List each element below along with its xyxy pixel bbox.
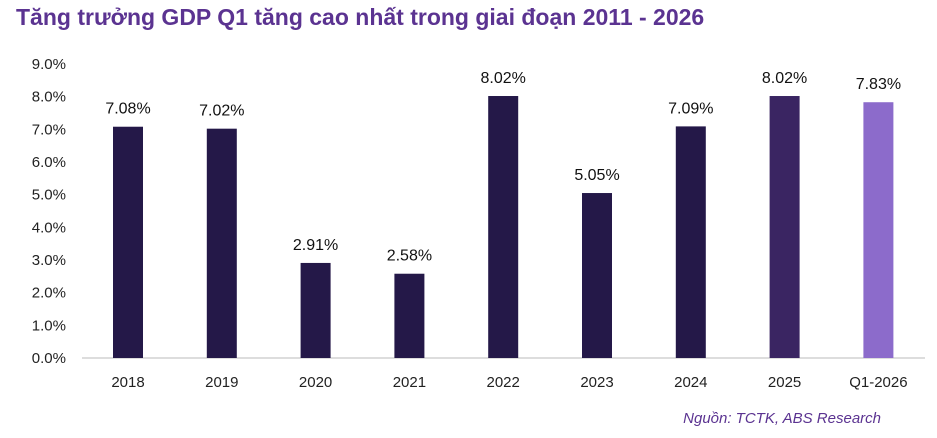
source-note: Nguồn: TCTK, ABS Research — [683, 410, 881, 427]
x-tick-label: Q1-2026 — [849, 374, 907, 391]
y-tick-label: 6.0% — [32, 154, 66, 171]
x-tick-label: 2024 — [674, 374, 707, 391]
y-tick-label: 8.0% — [32, 89, 66, 106]
y-tick-label: 5.0% — [32, 187, 66, 204]
y-tick-label: 9.0% — [32, 56, 66, 73]
y-tick-label: 7.0% — [32, 121, 66, 138]
bar-2024 — [675, 126, 706, 358]
y-tick-label: 2.0% — [32, 285, 66, 302]
y-tick-label: 0.0% — [32, 350, 66, 367]
chart-title: Tăng trưởng GDP Q1 tăng cao nhất trong g… — [16, 4, 705, 30]
y-tick-label: 1.0% — [32, 317, 66, 334]
bar-2025 — [769, 96, 800, 358]
data-label: 8.02% — [762, 70, 807, 87]
y-tick-label: 3.0% — [32, 252, 66, 269]
data-label: 7.09% — [668, 100, 713, 117]
data-label: 7.83% — [856, 76, 901, 93]
x-tick-label: 2021 — [393, 374, 426, 391]
bar-2022 — [488, 96, 519, 358]
bar-Q1-2026 — [863, 102, 894, 358]
data-label: 2.91% — [293, 237, 338, 254]
bar-2019 — [206, 128, 237, 358]
y-tick-label: 4.0% — [32, 219, 66, 236]
data-label: 7.02% — [199, 103, 244, 120]
x-tick-label: 2018 — [111, 374, 144, 391]
data-label: 7.08% — [105, 101, 150, 118]
data-label: 5.05% — [574, 167, 619, 184]
bar-2020 — [300, 262, 331, 358]
bar-2018 — [113, 126, 143, 358]
bar-2021 — [394, 273, 425, 358]
data-label: 8.02% — [481, 70, 526, 87]
x-tick-label: 2022 — [487, 374, 520, 391]
bar-2023 — [582, 193, 612, 358]
x-tick-label: 2020 — [299, 374, 332, 391]
data-label: 2.58% — [387, 248, 432, 265]
x-tick-label: 2019 — [205, 374, 238, 391]
x-tick-label: 2025 — [768, 374, 801, 391]
x-tick-label: 2023 — [580, 374, 613, 391]
